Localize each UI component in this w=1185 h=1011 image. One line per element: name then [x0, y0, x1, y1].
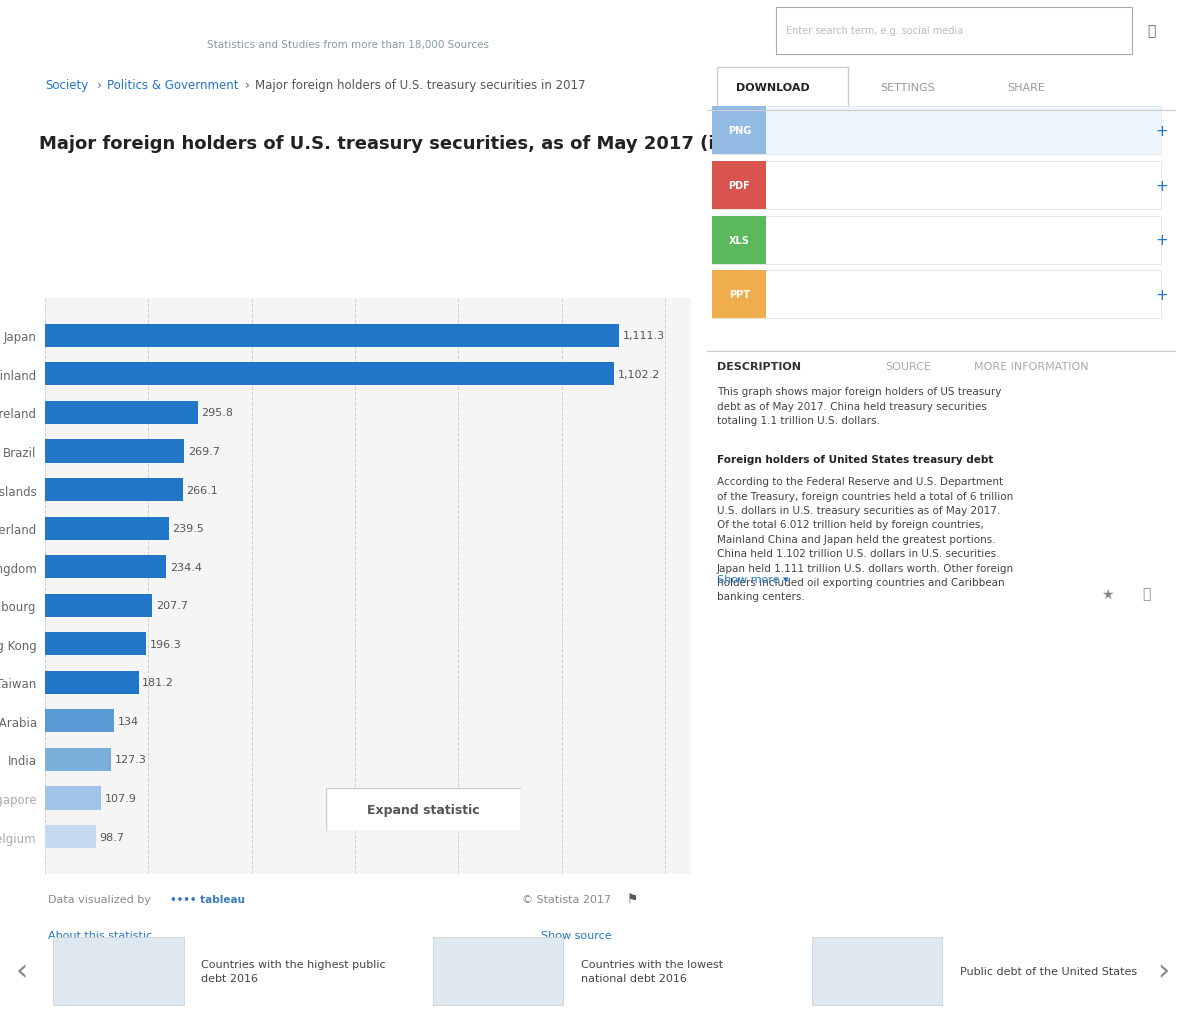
Text: Politics & Government: Politics & Government [107, 79, 238, 91]
Text: 181.2: 181.2 [142, 677, 174, 687]
Bar [45, 594, 153, 617]
Text: Major foreign holders of U.S. treasury securities in 2017: Major foreign holders of U.S. treasury s… [255, 79, 585, 91]
Text: SHARE: SHARE [1007, 83, 1045, 93]
Bar [776, 7, 1132, 56]
Text: 234.4: 234.4 [169, 562, 201, 572]
Bar [712, 216, 1161, 264]
Text: 98.7: 98.7 [100, 832, 124, 842]
Text: Public debt of the United States: Public debt of the United States [960, 966, 1136, 976]
Text: •••• tableau: •••• tableau [169, 894, 245, 904]
Text: SETTINGS: SETTINGS [880, 83, 935, 93]
Text: Show source: Show source [542, 930, 611, 940]
Text: 295.8: 295.8 [201, 408, 233, 418]
Bar [712, 107, 1161, 156]
Bar [712, 216, 766, 264]
Text: +: + [1155, 178, 1168, 193]
Bar [45, 710, 114, 733]
Text: 🔔: 🔔 [1142, 587, 1151, 601]
Text: ›: › [97, 79, 102, 91]
Bar [45, 401, 198, 425]
Text: Foreign holders of United States treasury debt: Foreign holders of United States treasur… [717, 455, 993, 465]
Text: 127.3: 127.3 [115, 755, 146, 764]
Text: statista: statista [14, 18, 116, 42]
Bar [45, 556, 166, 578]
Text: Expand statistic: Expand statistic [367, 804, 480, 816]
Text: Data visualized by: Data visualized by [49, 894, 150, 904]
Bar [712, 107, 766, 156]
Text: MORE INFORMATION: MORE INFORMATION [974, 362, 1089, 372]
Text: Major foreign holders of U.S. treasury securities, as of May 2017 (in billion U.: Major foreign holders of U.S. treasury s… [39, 134, 927, 153]
Text: Show more ▾: Show more ▾ [717, 574, 788, 584]
Bar [45, 748, 111, 771]
Bar [53, 936, 184, 1005]
Text: +: + [1155, 233, 1168, 248]
Text: DOWNLOAD: DOWNLOAD [736, 83, 809, 93]
Text: 266.1: 266.1 [186, 485, 218, 495]
Text: The Statistics Portal: The Statistics Portal [207, 12, 367, 26]
Bar [45, 440, 185, 463]
Text: SOURCE: SOURCE [885, 362, 931, 372]
Bar [433, 936, 563, 1005]
Text: ‹: ‹ [15, 956, 27, 985]
Bar [712, 107, 1161, 156]
Text: ›: › [245, 79, 250, 91]
Text: PDF: PDF [729, 181, 750, 191]
Text: 134: 134 [117, 716, 139, 726]
Bar [45, 363, 615, 386]
Text: +: + [1155, 287, 1168, 302]
Bar [712, 271, 766, 318]
Text: DESCRIPTION: DESCRIPTION [717, 362, 801, 372]
Bar [45, 671, 139, 695]
Bar [712, 271, 1161, 318]
Text: Countries with the highest public
debt 2016: Countries with the highest public debt 2… [201, 958, 386, 983]
Text: 239.5: 239.5 [172, 524, 204, 534]
Text: 1,102.2: 1,102.2 [619, 370, 660, 379]
Text: ⌕: ⌕ [1147, 24, 1155, 38]
Text: Statistics and Studies from more than 18,000 Sources: Statistics and Studies from more than 18… [207, 40, 489, 51]
Text: 107.9: 107.9 [104, 794, 136, 803]
Text: Enter search term, e.g. social media: Enter search term, e.g. social media [786, 26, 962, 36]
Bar [712, 162, 766, 210]
Text: Society: Society [45, 79, 88, 91]
Text: ◪: ◪ [133, 20, 153, 40]
Text: XLS: XLS [729, 236, 750, 246]
Bar [45, 517, 168, 540]
Text: PNG: PNG [728, 126, 751, 136]
Bar [707, 532, 1176, 603]
Text: According to the Federal Reserve and U.S. Department
of the Treasury, foreign co: According to the Federal Reserve and U.S… [717, 477, 1014, 602]
Bar [45, 325, 620, 348]
Text: 207.7: 207.7 [156, 601, 188, 611]
Bar [45, 478, 182, 501]
Text: PPT: PPT [729, 290, 750, 300]
Text: +: + [1155, 124, 1168, 139]
Text: ★: ★ [1101, 587, 1113, 601]
Text: 1,111.3: 1,111.3 [623, 331, 665, 341]
Text: About this statistic: About this statistic [49, 930, 152, 940]
Bar [812, 936, 942, 1005]
Text: ⚑: ⚑ [627, 893, 638, 905]
Text: 196.3: 196.3 [150, 639, 181, 649]
Text: 269.7: 269.7 [188, 447, 220, 457]
Text: This graph shows major foreign holders of US treasury
debt as of May 2017. China: This graph shows major foreign holders o… [717, 387, 1001, 426]
Bar [45, 825, 96, 848]
Text: ›: › [1158, 956, 1170, 985]
Bar [712, 162, 1161, 210]
Bar [717, 68, 848, 109]
Bar [45, 633, 147, 656]
Bar [45, 787, 101, 810]
Text: Countries with the lowest
national debt 2016: Countries with the lowest national debt … [581, 958, 723, 983]
Text: © Statista 2017: © Statista 2017 [521, 894, 610, 904]
